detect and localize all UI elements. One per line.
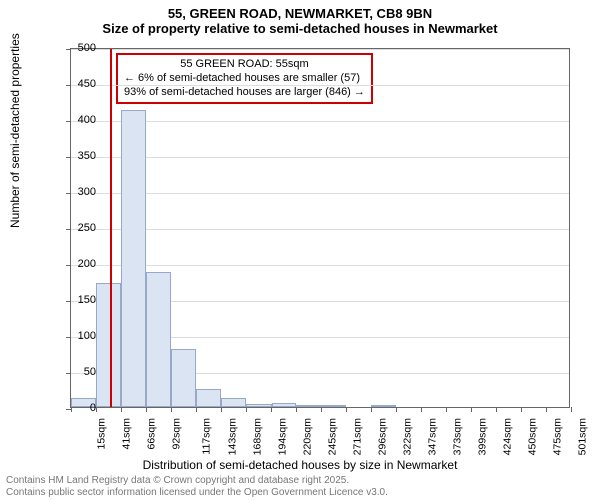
xtick-label: 322sqm bbox=[401, 418, 413, 455]
xtick-label: 41sqm bbox=[121, 418, 133, 450]
gridline bbox=[71, 49, 569, 50]
xtick-mark bbox=[96, 407, 97, 412]
reference-callout: 55 GREEN ROAD: 55sqm ← 6% of semi-detach… bbox=[116, 53, 373, 104]
xtick-label: 245sqm bbox=[326, 418, 338, 455]
xtick-mark bbox=[271, 407, 272, 412]
xtick-mark bbox=[496, 407, 497, 412]
xtick-mark bbox=[246, 407, 247, 412]
xtick-label: 424sqm bbox=[501, 418, 513, 455]
ytick-label: 100 bbox=[46, 330, 96, 342]
ytick-label: 500 bbox=[46, 42, 96, 54]
chart-title-block: 55, GREEN ROAD, NEWMARKET, CB8 9BN Size … bbox=[0, 0, 600, 36]
xtick-label: 194sqm bbox=[276, 418, 288, 455]
xtick-mark bbox=[146, 407, 147, 412]
xtick-mark bbox=[196, 407, 197, 412]
ytick-label: 0 bbox=[46, 402, 96, 414]
xtick-label: 399sqm bbox=[476, 418, 488, 455]
ytick-label: 150 bbox=[46, 294, 96, 306]
footer-line2: Contains public sector information licen… bbox=[6, 487, 388, 499]
callout-title: 55 GREEN ROAD: 55sqm bbox=[124, 58, 365, 72]
xtick-label: 475sqm bbox=[551, 418, 563, 455]
callout-smaller: ← 6% of semi-detached houses are smaller… bbox=[124, 72, 365, 86]
gridline bbox=[71, 85, 569, 86]
xtick-mark bbox=[521, 407, 522, 412]
histogram-bar bbox=[246, 404, 271, 407]
reference-line bbox=[110, 49, 112, 407]
xtick-mark bbox=[396, 407, 397, 412]
y-axis-label: Number of semi-detached properties bbox=[8, 33, 22, 228]
title-line1: 55, GREEN ROAD, NEWMARKET, CB8 9BN bbox=[0, 6, 600, 21]
histogram-bar bbox=[296, 405, 321, 407]
histogram-bar bbox=[221, 398, 246, 407]
xtick-label: 373sqm bbox=[451, 418, 463, 455]
ytick-label: 300 bbox=[46, 186, 96, 198]
xtick-mark bbox=[121, 407, 122, 412]
x-axis-label: Distribution of semi-detached houses by … bbox=[0, 458, 600, 472]
xtick-label: 501sqm bbox=[576, 418, 588, 455]
ytick-label: 450 bbox=[46, 78, 96, 90]
ytick-label: 50 bbox=[46, 366, 96, 378]
xtick-label: 296sqm bbox=[376, 418, 388, 455]
ytick-label: 200 bbox=[46, 258, 96, 270]
histogram-bar bbox=[272, 403, 296, 407]
xtick-label: 92sqm bbox=[171, 418, 183, 450]
ytick-label: 350 bbox=[46, 150, 96, 162]
xtick-mark bbox=[571, 407, 572, 412]
xtick-label: 168sqm bbox=[251, 418, 263, 455]
attribution-footer: Contains HM Land Registry data © Crown c… bbox=[6, 475, 388, 498]
ytick-label: 250 bbox=[46, 222, 96, 234]
xtick-mark bbox=[421, 407, 422, 412]
xtick-mark bbox=[446, 407, 447, 412]
histogram-bar bbox=[196, 389, 220, 407]
histogram-bar bbox=[171, 349, 196, 407]
xtick-label: 347sqm bbox=[426, 418, 438, 455]
ytick-label: 400 bbox=[46, 114, 96, 126]
xtick-label: 15sqm bbox=[96, 418, 108, 450]
xtick-label: 117sqm bbox=[201, 418, 213, 455]
xtick-mark bbox=[296, 407, 297, 412]
xtick-label: 271sqm bbox=[351, 418, 363, 455]
xtick-mark bbox=[221, 407, 222, 412]
histogram-plot-area: 55 GREEN ROAD: 55sqm ← 6% of semi-detach… bbox=[70, 48, 570, 408]
xtick-label: 220sqm bbox=[301, 418, 313, 455]
xtick-label: 143sqm bbox=[226, 418, 238, 455]
xtick-mark bbox=[346, 407, 347, 412]
xtick-mark bbox=[371, 407, 372, 412]
histogram-bar bbox=[146, 272, 170, 407]
xtick-label: 66sqm bbox=[146, 418, 158, 450]
histogram-bar bbox=[371, 405, 395, 407]
xtick-mark bbox=[471, 407, 472, 412]
footer-line1: Contains HM Land Registry data © Crown c… bbox=[6, 475, 388, 487]
callout-larger: 93% of semi-detached houses are larger (… bbox=[124, 86, 365, 100]
xtick-mark bbox=[321, 407, 322, 412]
xtick-label: 450sqm bbox=[526, 418, 538, 455]
xtick-mark bbox=[171, 407, 172, 412]
xtick-mark bbox=[546, 407, 547, 412]
histogram-bar bbox=[96, 283, 120, 407]
title-line2: Size of property relative to semi-detach… bbox=[0, 21, 600, 36]
histogram-bar bbox=[121, 110, 146, 407]
histogram-bar bbox=[321, 405, 345, 407]
